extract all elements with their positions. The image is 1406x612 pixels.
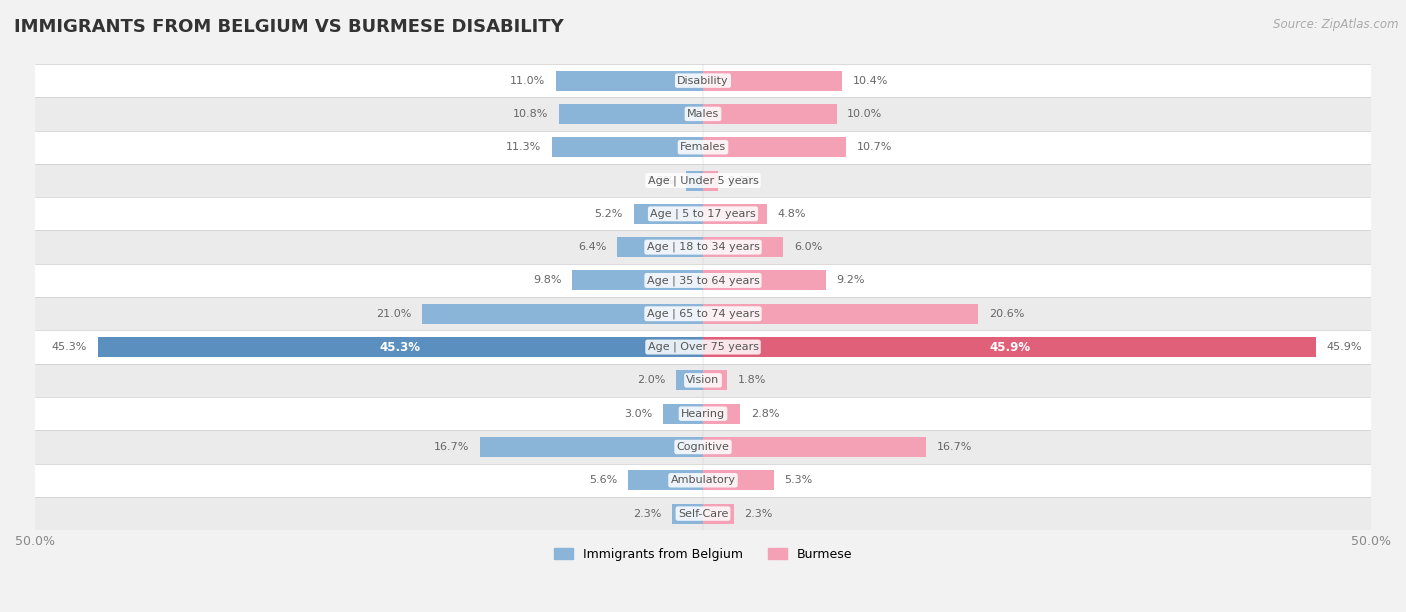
- Bar: [703, 137, 846, 157]
- Text: 10.8%: 10.8%: [513, 109, 548, 119]
- Bar: [553, 137, 703, 157]
- Text: 20.6%: 20.6%: [988, 308, 1025, 319]
- Text: Source: ZipAtlas.com: Source: ZipAtlas.com: [1274, 18, 1399, 31]
- Text: 45.9%: 45.9%: [988, 340, 1031, 354]
- Text: 1.1%: 1.1%: [728, 176, 756, 185]
- Bar: [703, 470, 773, 490]
- Bar: [703, 370, 727, 390]
- Bar: [703, 104, 837, 124]
- Text: 16.7%: 16.7%: [434, 442, 470, 452]
- Text: 5.3%: 5.3%: [785, 476, 813, 485]
- Text: Disability: Disability: [678, 76, 728, 86]
- Bar: [558, 104, 703, 124]
- Bar: [662, 404, 703, 424]
- Text: 16.7%: 16.7%: [936, 442, 972, 452]
- Bar: [35, 297, 1371, 330]
- Bar: [35, 397, 1371, 430]
- Text: Self-Care: Self-Care: [678, 509, 728, 518]
- Text: 3.0%: 3.0%: [624, 409, 652, 419]
- Text: 9.2%: 9.2%: [837, 275, 865, 285]
- Text: Vision: Vision: [686, 375, 720, 386]
- Text: Age | Over 75 years: Age | Over 75 years: [648, 342, 758, 353]
- Text: Age | 65 to 74 years: Age | 65 to 74 years: [647, 308, 759, 319]
- Bar: [422, 304, 703, 324]
- Bar: [617, 237, 703, 257]
- Text: Age | 18 to 34 years: Age | 18 to 34 years: [647, 242, 759, 252]
- Text: Hearing: Hearing: [681, 409, 725, 419]
- Text: 2.3%: 2.3%: [744, 509, 773, 518]
- Bar: [703, 204, 768, 224]
- Bar: [35, 97, 1371, 130]
- Text: Cognitive: Cognitive: [676, 442, 730, 452]
- Bar: [35, 231, 1371, 264]
- Bar: [703, 271, 825, 291]
- Bar: [703, 70, 842, 91]
- Text: 1.3%: 1.3%: [647, 176, 675, 185]
- Text: 1.8%: 1.8%: [738, 375, 766, 386]
- Bar: [35, 464, 1371, 497]
- Bar: [703, 237, 783, 257]
- Text: 5.6%: 5.6%: [589, 476, 617, 485]
- Bar: [703, 304, 979, 324]
- Bar: [35, 264, 1371, 297]
- Text: Ambulatory: Ambulatory: [671, 476, 735, 485]
- Text: 2.0%: 2.0%: [637, 375, 665, 386]
- Bar: [35, 330, 1371, 364]
- Text: 45.9%: 45.9%: [1327, 342, 1362, 352]
- Text: Age | 35 to 64 years: Age | 35 to 64 years: [647, 275, 759, 286]
- Text: IMMIGRANTS FROM BELGIUM VS BURMESE DISABILITY: IMMIGRANTS FROM BELGIUM VS BURMESE DISAB…: [14, 18, 564, 36]
- Text: 10.7%: 10.7%: [856, 142, 891, 152]
- Bar: [555, 70, 703, 91]
- Bar: [572, 271, 703, 291]
- Text: 21.0%: 21.0%: [377, 308, 412, 319]
- Text: 45.3%: 45.3%: [52, 342, 87, 352]
- Bar: [98, 337, 703, 357]
- Text: 4.8%: 4.8%: [778, 209, 806, 219]
- Bar: [703, 504, 734, 524]
- Text: 2.8%: 2.8%: [751, 409, 779, 419]
- Text: 6.0%: 6.0%: [794, 242, 823, 252]
- Bar: [634, 204, 703, 224]
- Bar: [35, 164, 1371, 197]
- Bar: [35, 130, 1371, 164]
- Text: 6.4%: 6.4%: [578, 242, 607, 252]
- Text: Age | Under 5 years: Age | Under 5 years: [648, 175, 758, 186]
- Bar: [703, 337, 1316, 357]
- Bar: [703, 171, 717, 190]
- Text: 45.3%: 45.3%: [380, 340, 420, 354]
- Text: 9.8%: 9.8%: [533, 275, 561, 285]
- Bar: [703, 404, 741, 424]
- Bar: [686, 171, 703, 190]
- Bar: [676, 370, 703, 390]
- Text: 5.2%: 5.2%: [595, 209, 623, 219]
- Bar: [35, 364, 1371, 397]
- Text: 2.3%: 2.3%: [633, 509, 662, 518]
- Bar: [35, 197, 1371, 231]
- Legend: Immigrants from Belgium, Burmese: Immigrants from Belgium, Burmese: [548, 543, 858, 566]
- Text: 10.0%: 10.0%: [848, 109, 883, 119]
- Bar: [628, 470, 703, 490]
- Bar: [672, 504, 703, 524]
- Bar: [35, 430, 1371, 464]
- Bar: [35, 64, 1371, 97]
- Text: Age | 5 to 17 years: Age | 5 to 17 years: [650, 209, 756, 219]
- Text: 11.0%: 11.0%: [510, 76, 546, 86]
- Text: Males: Males: [688, 109, 718, 119]
- Bar: [703, 437, 927, 457]
- Text: 10.4%: 10.4%: [852, 76, 889, 86]
- Text: 11.3%: 11.3%: [506, 142, 541, 152]
- Bar: [35, 497, 1371, 530]
- Bar: [479, 437, 703, 457]
- Text: Females: Females: [681, 142, 725, 152]
